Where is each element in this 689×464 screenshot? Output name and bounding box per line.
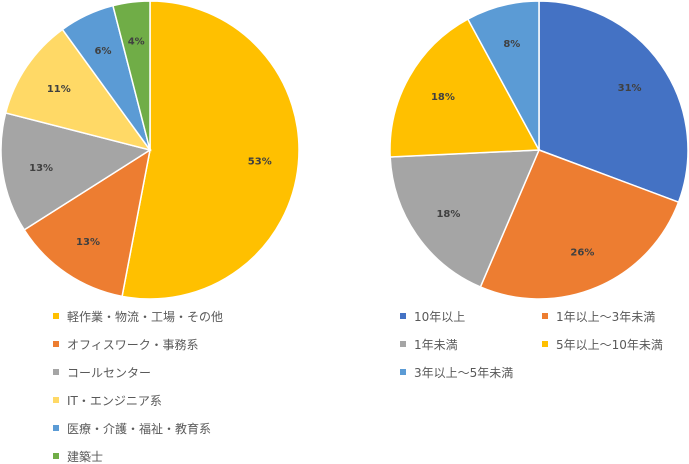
legend1-swatch-1 — [542, 313, 548, 319]
pie0-slice-5 — [112, 0, 151, 151]
job-category-pie: 53% 13% 13% 11% 6% 4% — [0, 0, 300, 300]
legend1-swatch-3 — [542, 341, 548, 347]
legend0-swatch-3 — [53, 397, 59, 403]
legend1-label-1: 1年以上～3年未満 — [556, 310, 655, 324]
legend0-label-5: 建築士 — [67, 449, 103, 464]
experience-years-pie: 31% 26% 18% 18% 8% — [389, 0, 689, 300]
legend0-label-3: IT・エンジニア系 — [67, 394, 162, 408]
pie1-data-label-2: 18% — [436, 209, 460, 220]
pie0-data-label-0: 53% — [248, 156, 272, 167]
pie1-slice-4 — [466, 0, 540, 151]
legend1-label-2: 1年未満 — [414, 338, 458, 352]
pie0-slice-0 — [121, 0, 300, 300]
pie1-slice-1 — [479, 149, 680, 300]
pie1-slice-0 — [538, 0, 689, 204]
legend1-swatch-4 — [400, 369, 406, 375]
pie0-data-label-1: 13% — [76, 237, 100, 248]
legend1-label-3: 5年以上～10年未満 — [556, 338, 663, 352]
pie0-slice-1 — [23, 148, 152, 298]
legend0-label-0: 軽作業・物流・工場・その他 — [67, 310, 223, 324]
legend1-swatch-0 — [400, 313, 406, 319]
legend0-swatch-0 — [53, 313, 59, 319]
experience-years-legend: 10年以上 1年以上～3年未満 1年未満 5年以上～10年未満 3年以上～5年未満 — [400, 310, 663, 380]
legend1-label-4: 3年以上～5年未満 — [414, 366, 513, 380]
legend0-label-1: オフィスワーク・事務系 — [67, 338, 199, 352]
pie1-slice-2 — [389, 149, 541, 288]
pie1-data-label-4: 8% — [503, 39, 520, 50]
pie1-slice-3 — [389, 18, 541, 158]
legend0-swatch-2 — [53, 369, 59, 375]
pie1-data-label-0: 31% — [618, 83, 642, 94]
pie0-data-label-5: 4% — [128, 37, 145, 48]
legend0-swatch-5 — [53, 453, 59, 459]
pie1-data-label-1: 26% — [570, 247, 594, 258]
pie0-slice-2 — [0, 112, 152, 231]
legend0-label-2: コールセンター — [67, 366, 151, 380]
pie0-data-label-2: 13% — [29, 163, 53, 174]
pie0-data-label-4: 6% — [95, 46, 112, 57]
legend1-label-0: 10年以上 — [414, 310, 465, 324]
pie0-slice-3 — [4, 28, 152, 152]
pie1-data-label-3: 18% — [431, 92, 455, 103]
legend0-label-4: 医療・介護・福祉・教育系 — [67, 421, 211, 436]
pie0-data-label-3: 11% — [47, 84, 71, 95]
legend0-swatch-4 — [53, 425, 59, 431]
legend0-swatch-1 — [53, 341, 59, 347]
legend1-swatch-2 — [400, 341, 406, 347]
